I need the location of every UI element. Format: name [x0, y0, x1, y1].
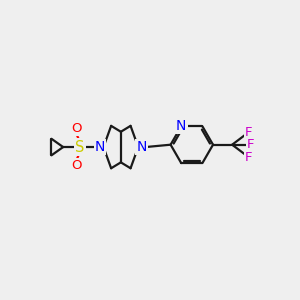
Text: O: O: [71, 122, 82, 135]
Text: O: O: [71, 159, 82, 172]
Text: S: S: [75, 140, 85, 154]
Text: N: N: [176, 119, 186, 133]
Text: F: F: [247, 138, 254, 151]
Text: N: N: [136, 140, 147, 154]
Text: F: F: [244, 126, 252, 139]
Text: N: N: [95, 140, 105, 154]
Text: F: F: [244, 151, 252, 164]
